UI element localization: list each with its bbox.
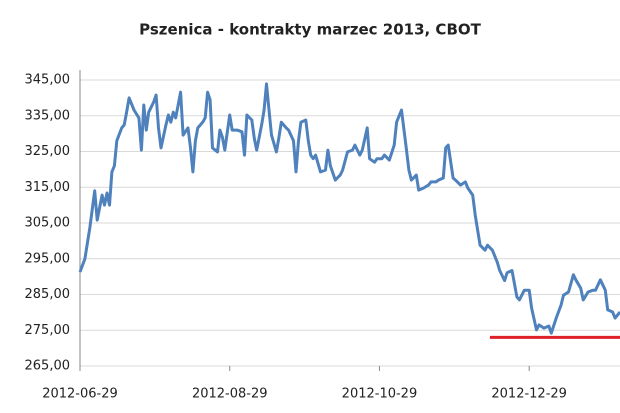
x-tick-label: 2012-10-29 — [342, 387, 418, 402]
y-tick-label: 295,00 — [25, 251, 71, 266]
y-tick-label: 325,00 — [25, 144, 71, 159]
y-tick-label: 345,00 — [25, 73, 71, 88]
x-tick-label: 2012-12-29 — [491, 387, 567, 402]
y-tick-label: 275,00 — [25, 323, 71, 338]
y-tick-label: 305,00 — [25, 216, 71, 231]
y-tick-label: 315,00 — [25, 180, 71, 195]
y-tick-label: 265,00 — [25, 359, 71, 374]
price-line — [78, 82, 620, 335]
x-tick-label: 2012-06-29 — [42, 387, 118, 402]
chart-title: Pszenica - kontrakty marzec 2013, CBOT — [139, 21, 481, 39]
y-tick-label: 285,00 — [25, 287, 71, 302]
x-tick-label: 2012-08-29 — [192, 387, 268, 402]
y-tick-label: 335,00 — [25, 108, 71, 123]
